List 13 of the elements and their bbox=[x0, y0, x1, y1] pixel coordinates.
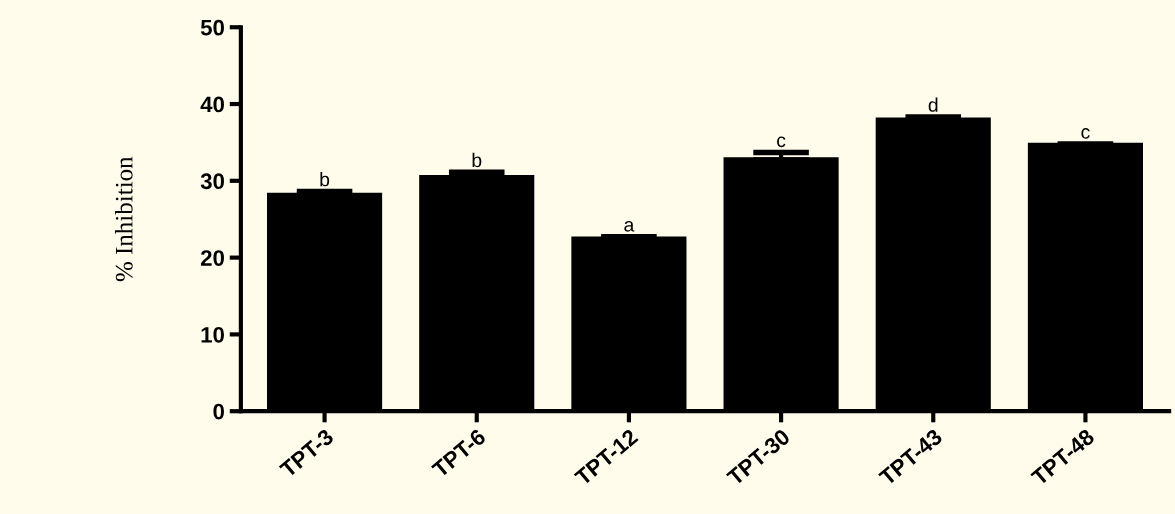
y-tick-label: 50 bbox=[200, 19, 224, 36]
y-tick-label: 10 bbox=[201, 326, 224, 343]
annotation: c bbox=[777, 136, 786, 148]
annotation: c bbox=[1081, 128, 1090, 139]
y-tick-label: 40 bbox=[200, 96, 224, 113]
annotation: b bbox=[320, 172, 330, 187]
annotation: a bbox=[624, 221, 635, 232]
y-tick-label: 30 bbox=[200, 173, 224, 190]
y-tick-label: 20 bbox=[200, 250, 224, 266]
annotation: d bbox=[928, 97, 938, 112]
y-tick-label: 0 bbox=[213, 403, 224, 420]
annotation: b bbox=[472, 152, 482, 168]
y-axis-title: % Inhibition bbox=[115, 156, 133, 282]
